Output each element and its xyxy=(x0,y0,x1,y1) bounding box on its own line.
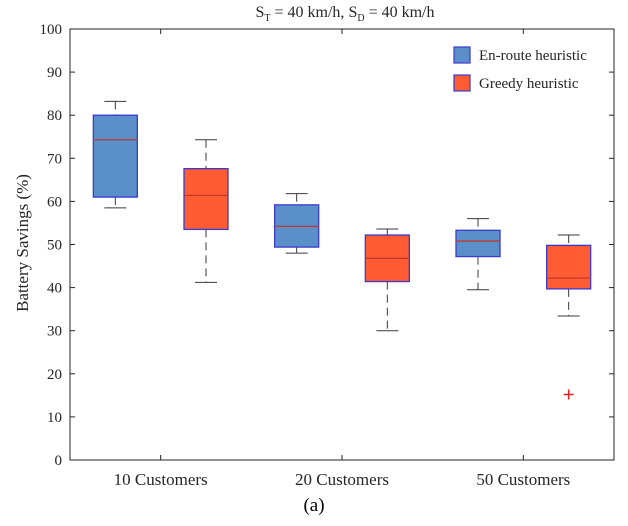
legend-label: Greedy heuristic xyxy=(479,76,579,92)
x-tick-label: 10 Customers xyxy=(114,470,208,489)
x-tick-label: 50 Customers xyxy=(476,470,570,489)
box-en-route-heuristic xyxy=(92,100,138,209)
box-iqr xyxy=(546,244,592,290)
x-tick-label: 20 Customers xyxy=(295,470,389,489)
box-greedy-heuristic xyxy=(546,234,592,400)
legend-swatch xyxy=(453,46,471,64)
y-axis-label: Battery Savings (%) xyxy=(13,174,32,312)
y-tick-label: 10 xyxy=(47,410,62,426)
box-plot-chart: ST = 40 km/h, SD = 40 km/h Battery Savin… xyxy=(13,4,615,489)
chart-title: ST = 40 km/h, SD = 40 km/h xyxy=(256,4,435,24)
box-greedy-heuristic xyxy=(364,228,410,332)
y-tick-label: 40 xyxy=(47,281,62,297)
box-en-route-heuristic xyxy=(455,218,501,291)
y-tick-label: 60 xyxy=(47,194,62,210)
y-tick-label: 70 xyxy=(47,151,62,167)
legend-label: En-route heuristic xyxy=(479,48,587,64)
y-tick-label: 30 xyxy=(47,324,62,340)
box-en-route-heuristic xyxy=(274,193,320,254)
box-greedy-heuristic xyxy=(183,139,229,283)
y-tick-label: 0 xyxy=(55,453,63,469)
y-tick-label: 20 xyxy=(47,367,62,383)
y-tick-label: 100 xyxy=(40,22,63,38)
y-tick-label: 80 xyxy=(47,108,62,124)
legend: En-route heuristic Greedy heuristic xyxy=(453,46,587,92)
axes: 0 10 20 30 40 50 60 70 80 90 100 10 Customers 20 Cus… xyxy=(40,22,615,489)
box-iqr xyxy=(183,167,229,231)
boxes xyxy=(92,100,592,400)
box-iqr xyxy=(455,229,501,258)
box-iqr xyxy=(92,114,138,198)
figure-caption: (a) xyxy=(303,495,325,516)
plot-area-frame xyxy=(69,28,615,461)
legend-swatch xyxy=(453,74,471,92)
y-tick-label: 90 xyxy=(47,65,62,81)
y-tick-label: 50 xyxy=(47,238,62,254)
